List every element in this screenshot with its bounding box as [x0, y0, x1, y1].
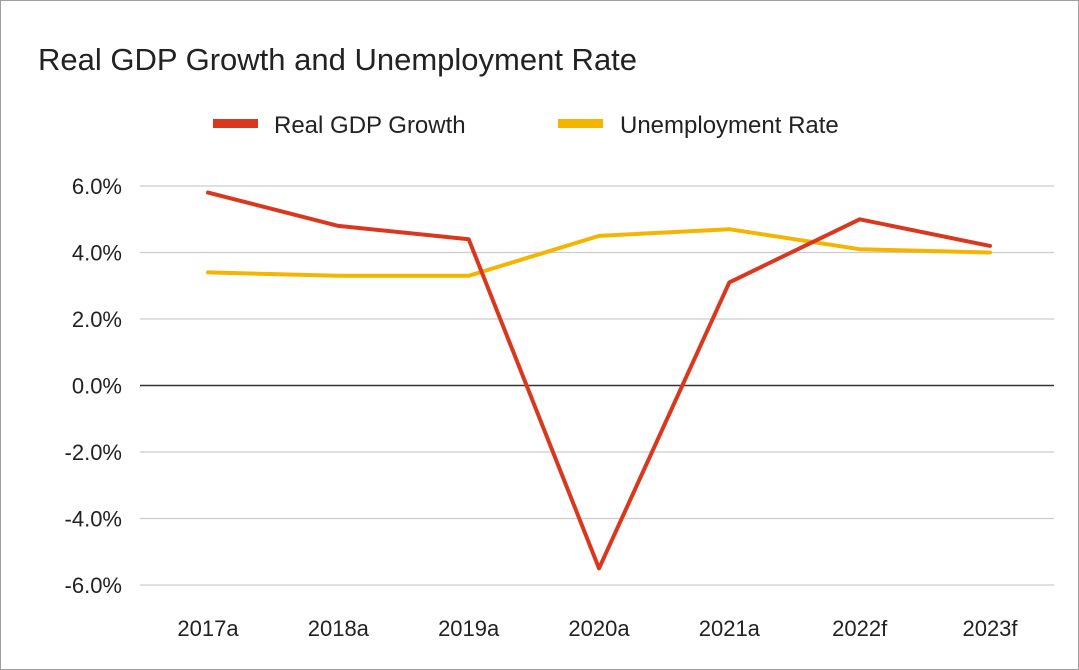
series-lines: [206, 190, 992, 571]
legend-label-unemployment-rate: Unemployment Rate: [620, 112, 839, 139]
chart-title: Real GDP Growth and Unemployment Rate: [38, 42, 638, 77]
x-tick-label: 2018a: [308, 616, 370, 641]
x-tick-label: 2023f: [962, 616, 1018, 641]
x-axis-tick-labels: 2017a 2018a 2019a 2020a 2021a 2022f 2023f: [177, 616, 1018, 641]
y-tick-label: -4.0%: [65, 507, 122, 532]
y-axis-tick-labels: 6.0% 4.0% 2.0% 0.0% -2.0% -4.0% -6.0%: [65, 174, 122, 598]
x-tick-label: 2019a: [438, 616, 500, 641]
legend-swatch-real-gdp-growth: [213, 119, 258, 128]
legend-swatch-unemployment-rate: [558, 119, 603, 128]
y-tick-label: 4.0%: [72, 241, 122, 266]
legend: Real GDP Growth Unemployment Rate: [213, 112, 839, 139]
gridlines: [140, 185, 1054, 586]
x-tick-label: 2017a: [177, 616, 239, 641]
x-tick-label: 2021a: [699, 616, 761, 641]
y-tick-label: -2.0%: [65, 440, 122, 465]
legend-label-real-gdp-growth: Real GDP Growth: [274, 112, 466, 139]
y-tick-label: -6.0%: [65, 573, 122, 598]
x-tick-label: 2022f: [832, 616, 888, 641]
y-tick-label: 2.0%: [72, 307, 122, 332]
y-tick-label: 0.0%: [72, 374, 122, 399]
y-tick-label: 6.0%: [72, 174, 122, 199]
x-tick-label: 2020a: [568, 616, 630, 641]
